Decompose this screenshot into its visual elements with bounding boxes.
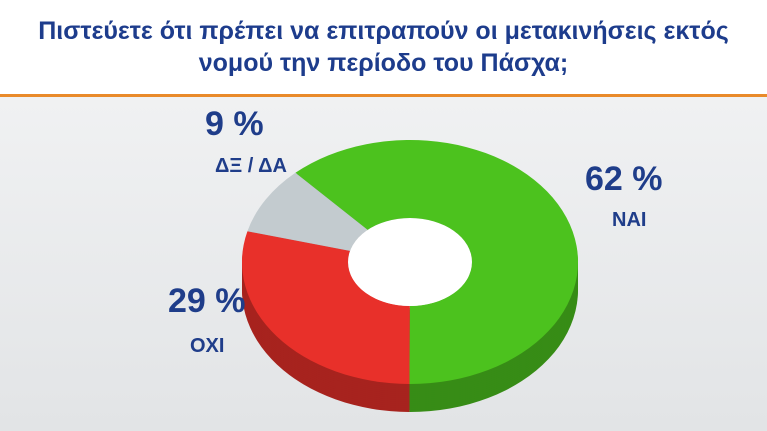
- legend-label: ΝΑΙ: [612, 209, 646, 231]
- legend-label: ΟΧΙ: [190, 335, 224, 357]
- value-label: 62 %: [585, 160, 663, 198]
- legend-label: ΔΞ / ΔΑ: [215, 155, 287, 177]
- slice: [242, 231, 410, 384]
- value-label: 29 %: [168, 282, 246, 320]
- slice: [247, 172, 368, 251]
- hole: [348, 218, 472, 306]
- header: Πιστεύετε ότι πρέπει να επιτραπούν οι με…: [0, 0, 767, 97]
- value-label: 9 %: [205, 105, 264, 143]
- chart-title: Πιστεύετε ότι πρέπει να επιτραπούν οι με…: [38, 17, 729, 77]
- slice: [295, 140, 578, 385]
